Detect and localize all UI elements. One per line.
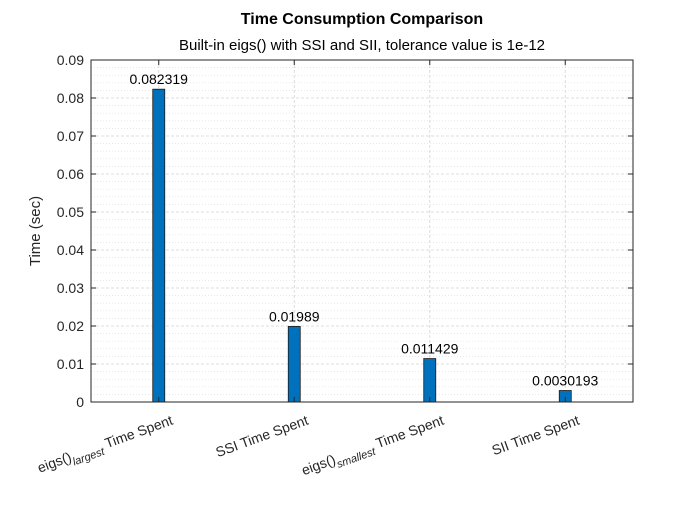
data-label: 0.011429 — [401, 341, 459, 357]
chart-title: Time Consumption Comparison — [241, 11, 483, 28]
y-tick-label: 0 — [76, 394, 84, 410]
y-ticks: 0 0.01 0.02 0.03 0.04 0.05 0.06 0.07 0.08 0.09 — [57, 52, 633, 410]
major-grid — [91, 60, 633, 402]
x-ticks: eigs()largest Time Spent SSI Time Spentei… — [35, 60, 582, 483]
y-tick-label: 0.04 — [57, 242, 84, 258]
bar — [423, 358, 437, 403]
y-tick-label: 0.06 — [57, 166, 84, 182]
plot-frame — [90, 59, 634, 403]
y-tick-label: 0.05 — [57, 204, 84, 220]
x-tick-label: SSI Time Spent — [213, 412, 310, 460]
y-tick-label: 0.03 — [57, 280, 84, 296]
minor-grid — [91, 67, 633, 395]
y-tick-label: 0.08 — [57, 90, 84, 106]
data-label: 0.0030193 — [532, 373, 598, 389]
data-label: 0.082319 — [130, 71, 189, 87]
y-tick-label: 0.02 — [57, 318, 84, 334]
bar — [287, 326, 301, 403]
x-tick-label: SII Time Spent — [490, 412, 582, 458]
data-label: 0.01989 — [269, 308, 320, 324]
y-tick-label: 0.01 — [57, 356, 84, 372]
chart-subtitle: Built-in eigs() with SSI and SII, tolera… — [179, 37, 545, 54]
y-tick-label: 0.09 — [57, 52, 84, 68]
y-axis-label: Time (sec) — [27, 196, 44, 266]
data-labels: 0.082319 0.01989 0.011429 0.0030193 — [130, 71, 599, 388]
bar — [152, 88, 166, 403]
y-tick-label: 0.07 — [57, 128, 84, 144]
x-tick-label: eigs()largest Time Spent — [35, 412, 176, 481]
x-tick-label: eigs()smallest Time Spent — [299, 412, 447, 483]
